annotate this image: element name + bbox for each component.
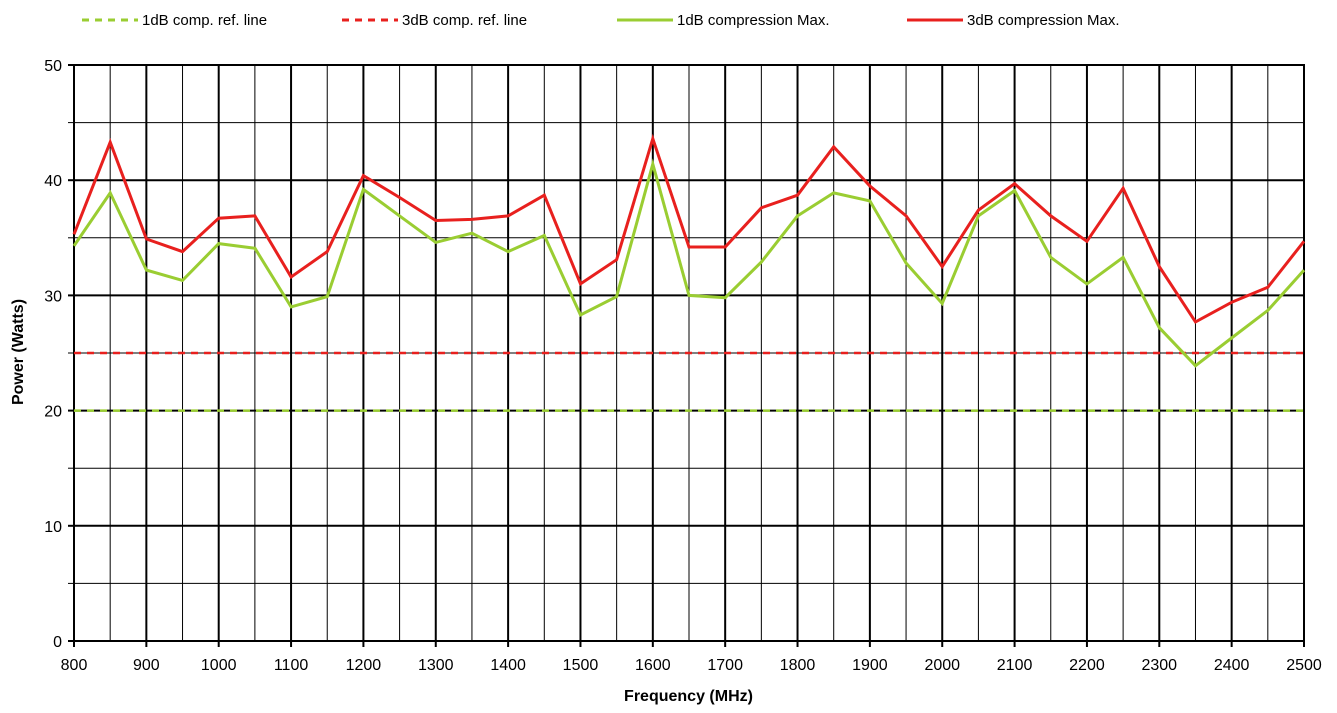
x-tick-label: 1900 xyxy=(852,657,888,674)
legend: 1dB comp. ref. line 3dB comp. ref. line 1d… xyxy=(0,0,1337,40)
legend-swatch xyxy=(615,9,675,31)
y-tick-label: 10 xyxy=(44,519,62,536)
y-tick-label: 0 xyxy=(53,634,62,651)
x-axis-title: Frequency (MHz) xyxy=(624,688,753,705)
legend-item: 3dB comp. ref. line xyxy=(340,9,527,31)
y-tick-label: 40 xyxy=(44,173,62,190)
x-tick-label: 900 xyxy=(133,657,160,674)
series-line-3 xyxy=(72,158,1306,368)
legend-swatch xyxy=(80,9,140,31)
y-tick-label: 30 xyxy=(44,288,62,305)
legend-label: 3dB compression Max. xyxy=(967,11,1120,29)
x-tick-label: 1400 xyxy=(490,657,526,674)
x-tick-label: 2100 xyxy=(997,657,1033,674)
legend-swatch xyxy=(905,9,965,31)
x-tick-label: 1700 xyxy=(707,657,743,674)
legend-swatch xyxy=(340,9,400,31)
x-tick-label: 1000 xyxy=(201,657,237,674)
y-tick-label: 50 xyxy=(44,58,62,75)
legend-label: 3dB comp. ref. line xyxy=(402,11,528,29)
x-tick-label: 1800 xyxy=(780,657,816,674)
x-tick-label: 2300 xyxy=(1141,657,1177,674)
x-tick-label: 2400 xyxy=(1214,657,1250,674)
legend-label: 1dB compression Max. xyxy=(677,11,830,29)
x-tick-label: 1300 xyxy=(418,657,454,674)
y-tick-label: 20 xyxy=(44,404,62,421)
x-tick-label: 1200 xyxy=(346,657,382,674)
x-tick-label: 2200 xyxy=(1069,657,1105,674)
legend-label: 1dB comp. ref. line xyxy=(142,11,268,29)
y-axis-title: Power (Watts) xyxy=(10,298,27,406)
x-tick-label: 1600 xyxy=(635,657,671,674)
x-tick-label: 1100 xyxy=(274,657,309,674)
x-tick-label: 800 xyxy=(61,657,88,674)
legend-item: 1dB comp. ref. line xyxy=(80,9,267,31)
legend-item: 3dB compression Max. xyxy=(905,9,1120,31)
legend-item: 1dB compression Max. xyxy=(615,9,830,31)
x-tick-label: 1500 xyxy=(563,657,599,674)
x-tick-label: 2500 xyxy=(1286,657,1322,674)
x-tick-label: 2000 xyxy=(924,657,960,674)
series-line-4 xyxy=(72,133,1306,324)
